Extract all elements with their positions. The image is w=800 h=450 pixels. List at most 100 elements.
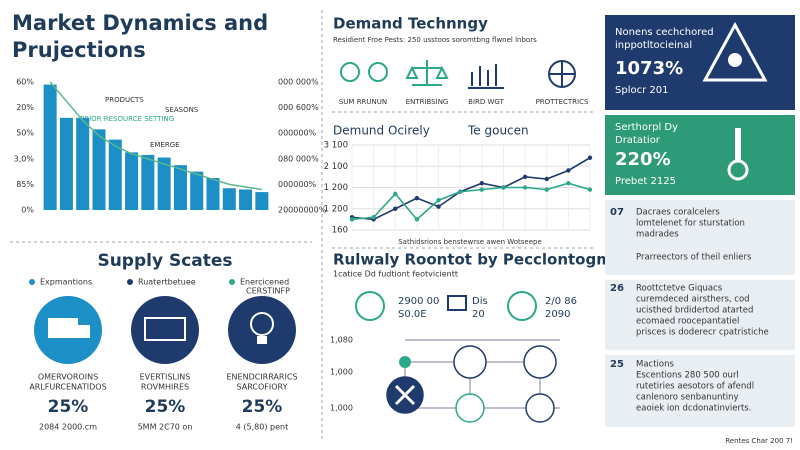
icon bbox=[549, 61, 575, 87]
note-text: curemdeced airsthers, cod bbox=[636, 295, 750, 305]
note-text: ucisthed brdidertod atarted bbox=[636, 306, 753, 316]
marker bbox=[393, 191, 398, 197]
note-text: madrades bbox=[636, 230, 679, 240]
item-value: 25% bbox=[48, 397, 89, 417]
marker bbox=[522, 174, 528, 180]
legend-label: Enercicened bbox=[240, 278, 289, 287]
note-text: Mactions bbox=[636, 360, 674, 370]
legend-label: Ruatertbetuee bbox=[138, 278, 196, 287]
item-label: ARLFURCENATIDOS bbox=[29, 383, 106, 392]
line bbox=[351, 157, 591, 221]
y-tick-label: 50% bbox=[16, 129, 34, 138]
item-sub: 2084 2000.cm bbox=[39, 423, 97, 432]
icon bbox=[355, 291, 385, 321]
marker bbox=[544, 176, 549, 182]
icon-circle bbox=[131, 296, 199, 364]
bar bbox=[255, 192, 269, 210]
bar bbox=[141, 154, 155, 210]
bar bbox=[43, 84, 57, 210]
note-text: Dacraes coralcelers bbox=[636, 208, 720, 218]
note-box bbox=[605, 280, 795, 350]
y-tick-label: 60% bbox=[16, 78, 34, 87]
card-sub: Prebet 2125 bbox=[615, 176, 676, 187]
note-number: 26 bbox=[610, 283, 624, 294]
title: Market Dynamics and bbox=[12, 11, 268, 35]
marker bbox=[479, 187, 485, 192]
card-icon bbox=[702, 21, 768, 82]
legend-dot bbox=[127, 279, 133, 285]
icon bbox=[468, 64, 504, 89]
annotation: EMERGE bbox=[150, 141, 180, 149]
subtitle: Residient Froe Pests: 250 usstoos soromt… bbox=[333, 36, 537, 44]
card-title: Serthorpl Dy bbox=[615, 122, 678, 133]
marker bbox=[587, 155, 593, 160]
y2-tick-label: 080 000% bbox=[278, 154, 319, 163]
item-label: EVERTISLINS bbox=[140, 373, 191, 382]
icon-label: PROTTECTRICS bbox=[536, 98, 589, 106]
note-text: Prarreectors of theil enliers bbox=[636, 253, 752, 263]
card-value: 1073% bbox=[615, 58, 683, 79]
stat: 20 bbox=[472, 309, 485, 320]
note-text: ecomaed roocepantatiel bbox=[636, 317, 739, 327]
marker bbox=[349, 217, 355, 222]
bar bbox=[92, 129, 106, 210]
marker bbox=[479, 181, 485, 186]
icon-circle bbox=[228, 296, 296, 364]
y-tick-label: 2 100 bbox=[324, 162, 348, 172]
demand-icons bbox=[340, 60, 576, 89]
section-title: Rulwaly Roontot by Pecclontogmery bbox=[333, 251, 639, 269]
marker bbox=[566, 181, 571, 186]
y-tick-label: 3 100 bbox=[324, 141, 348, 151]
icon-label: ENTRIBSING bbox=[406, 98, 449, 106]
card-value: 220% bbox=[615, 149, 671, 170]
stat: 2090 bbox=[545, 309, 570, 320]
marker bbox=[544, 187, 549, 192]
note-box bbox=[605, 355, 795, 427]
y2-tick-label: 000000% bbox=[278, 129, 317, 138]
card-sub: Splocr 201 bbox=[615, 85, 668, 96]
chart-subtitle: Te goucen bbox=[467, 124, 529, 138]
node bbox=[525, 393, 555, 423]
legend-label: Expmantions bbox=[40, 278, 92, 287]
legend-dot bbox=[29, 279, 35, 285]
supply-legend: Expmantions Ruatertbetuee EnercicenedCER… bbox=[29, 278, 290, 296]
card bbox=[605, 15, 795, 110]
item-label: ROVMHIRES bbox=[141, 383, 189, 392]
truck-icon bbox=[78, 325, 90, 338]
note-text: eaoiek ion dcdonatinvierts. bbox=[636, 404, 751, 414]
scale-label: 1,080 bbox=[330, 336, 353, 345]
card-title: Dratatior bbox=[615, 135, 661, 146]
annotation: SEASONS bbox=[165, 106, 199, 114]
stat: 2900 00 bbox=[398, 296, 439, 307]
scale-label: 1,000 bbox=[330, 368, 353, 377]
marker bbox=[522, 185, 528, 190]
y-tick-label: 85% bbox=[16, 180, 34, 189]
footer: Rentes Char 200 7! bbox=[725, 437, 793, 445]
marker bbox=[501, 185, 506, 190]
stat: Dis bbox=[472, 296, 488, 307]
trend-line bbox=[49, 81, 262, 191]
marker bbox=[414, 195, 420, 201]
marker bbox=[393, 206, 398, 211]
y-tick-label: 20% bbox=[16, 103, 34, 112]
note-number: 25 bbox=[610, 359, 624, 370]
item-label: SARCOFIORY bbox=[237, 383, 288, 392]
item-value: 25% bbox=[145, 397, 186, 417]
section-title: Demand Technngy bbox=[333, 15, 488, 33]
card-icon bbox=[728, 53, 742, 67]
network bbox=[386, 339, 560, 423]
marker bbox=[371, 215, 376, 220]
bar bbox=[206, 178, 220, 210]
bar bbox=[108, 139, 122, 210]
y-tick-label: 3,0% bbox=[14, 154, 35, 163]
title: Prujections bbox=[12, 38, 146, 62]
icon-label: SUM RRUNUN bbox=[339, 98, 387, 106]
chart-title: Demund Ocirely bbox=[333, 124, 430, 138]
icon bbox=[340, 62, 360, 82]
y-tick-label: 0% bbox=[21, 206, 34, 215]
icon bbox=[405, 60, 449, 86]
icon bbox=[447, 295, 467, 311]
bar bbox=[157, 157, 171, 210]
note-text: Escentions 280 500 ourl bbox=[636, 371, 739, 381]
